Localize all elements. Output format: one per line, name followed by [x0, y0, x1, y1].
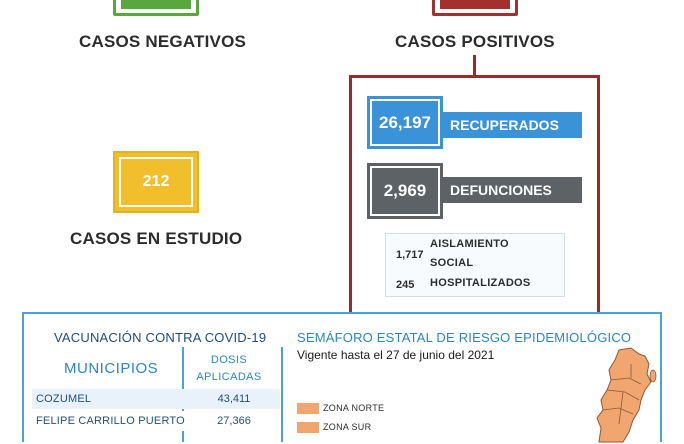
semaforo-subtitle: Vigente hasta el 27 de junio del 2021: [297, 348, 495, 362]
negative-cases-label: CASOS NEGATIVOS: [79, 32, 247, 51]
positive-cases-box: [432, 0, 518, 16]
under-study-box: 212: [113, 151, 199, 213]
zona-sur-swatch: [297, 422, 319, 433]
zona-norte-label: ZONA NORTE: [323, 403, 385, 413]
semaforo-title: SEMÁFORO ESTATAL DE RIESGO EPIDEMIOLÓGIC…: [297, 330, 632, 345]
hospitalized-count: 245: [396, 279, 415, 291]
vaccination-title: VACUNACIÓN CONTRA COVID-19: [54, 330, 267, 345]
recovered-count: 26,197: [367, 96, 443, 149]
municipios-header: MUNICIPIOS: [64, 360, 159, 377]
negative-cases-fill: [121, 0, 191, 9]
row-municipio: FELIPE CARRILLO PUERTO: [36, 415, 185, 427]
zona-sur-label: ZONA SUR: [323, 422, 372, 432]
isolation-label-line1: AISLAMIENTO: [430, 238, 509, 250]
positive-cases-fill: [440, 0, 510, 9]
recovered-label: RECUPERADOS: [438, 112, 582, 138]
row-dosis: 27,366: [217, 415, 251, 427]
hospitalized-label: HOSPITALIZADOS: [430, 277, 531, 289]
deaths-label: DEFUNCIONES: [438, 177, 582, 203]
state-map: [596, 347, 657, 443]
under-study-label: CASOS EN ESTUDIO: [70, 229, 243, 248]
doses-header-line1: DOSIS: [210, 354, 248, 366]
doses-header-line2: APLICADAS: [196, 371, 262, 383]
row-dosis: 43,411: [217, 393, 251, 405]
table-row: COZUMEL 43,411: [32, 389, 280, 409]
under-study-count: 212: [119, 157, 193, 207]
doses-header: DOSIS APLICADAS: [194, 352, 264, 386]
isolation-count: 1,717: [396, 249, 424, 261]
table-row: FELIPE CARRILLO PUERTO 27,366: [32, 411, 280, 431]
zona-norte-swatch: [297, 403, 319, 414]
positive-cases-frame: [349, 75, 600, 325]
isolation-label-line2: SOCIAL: [430, 257, 474, 269]
isolation-hospital-box: 1,717 AISLAMIENTO SOCIAL 245 HOSPITALIZA…: [385, 233, 565, 297]
positive-cases-label: CASOS POSITIVOS: [395, 32, 555, 51]
negative-cases-box: [113, 0, 199, 16]
vaccination-semaforo-panel: VACUNACIÓN CONTRA COVID-19 MUNICIPIOS DO…: [22, 312, 662, 443]
panel-section-divider: [281, 347, 283, 442]
deaths-count: 2,969: [367, 163, 443, 219]
row-municipio: COZUMEL: [36, 393, 92, 405]
positive-connector-line: [473, 55, 476, 77]
